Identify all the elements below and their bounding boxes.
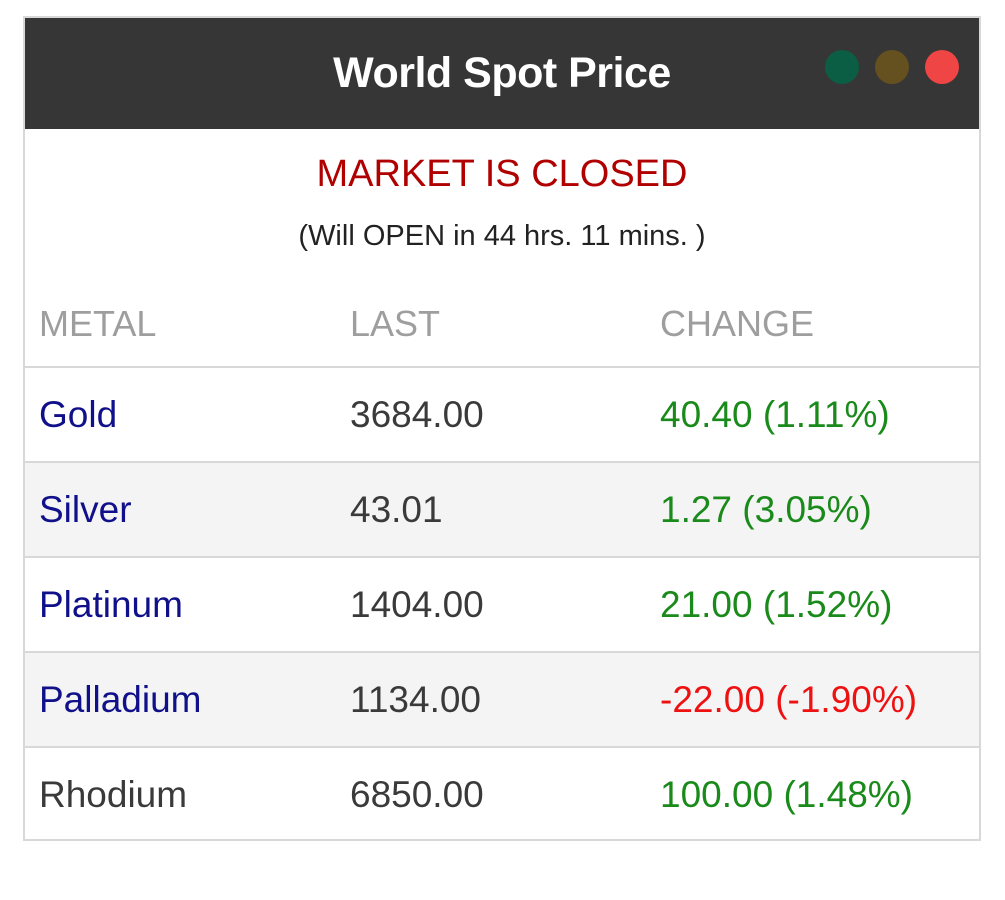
market-reopen-countdown: (Will OPEN in 44 hrs. 11 mins. ) [298,220,706,252]
last-price: 1134.00 [350,679,481,720]
column-header-metal: METAL [39,303,157,344]
table-row: Palladium 1134.00 -22.00 (-1.90%) [25,653,979,748]
table-row: Rhodium 6850.00 100.00 (1.48%) [25,748,979,841]
last-price: 6850.00 [350,774,484,815]
table-row: Silver 43.01 1.27 (3.05%) [25,463,979,558]
metal-link[interactable]: Platinum [39,584,183,625]
olive-dot-icon[interactable] [875,50,909,84]
widget-titlebar: World Spot Price [25,18,979,129]
market-status: MARKET IS CLOSED [316,153,688,195]
price-change: 1.27 (3.05%) [660,489,872,530]
price-change: 21.00 (1.52%) [660,584,893,625]
widget-title: World Spot Price [333,49,671,97]
column-header-last: LAST [350,303,441,344]
last-price: 3684.00 [350,394,484,435]
table-row: Gold 3684.00 40.40 (1.11%) [25,368,979,463]
green-dot-icon[interactable] [825,50,859,84]
last-price: 1404.00 [350,584,484,625]
last-price: 43.01 [350,489,443,530]
price-change: -22.00 (-1.90%) [660,679,918,720]
red-dot-icon[interactable] [925,50,959,84]
spot-price-widget: World Spot Price MARKET IS CLOSED (Will … [23,16,981,841]
table-row: Platinum 1404.00 21.00 (1.52%) [25,558,979,653]
metal-link[interactable]: Palladium [39,679,202,720]
price-table: Gold 3684.00 40.40 (1.11%) Silver 43.01 … [25,368,979,841]
price-change: 100.00 (1.48%) [660,774,914,815]
metal-link[interactable]: Gold [39,394,118,435]
price-change: 40.40 (1.11%) [660,394,890,435]
header-divider [25,366,979,368]
column-header-change: CHANGE [660,303,815,344]
metal-name: Rhodium [39,774,188,815]
metal-link[interactable]: Silver [39,489,132,530]
